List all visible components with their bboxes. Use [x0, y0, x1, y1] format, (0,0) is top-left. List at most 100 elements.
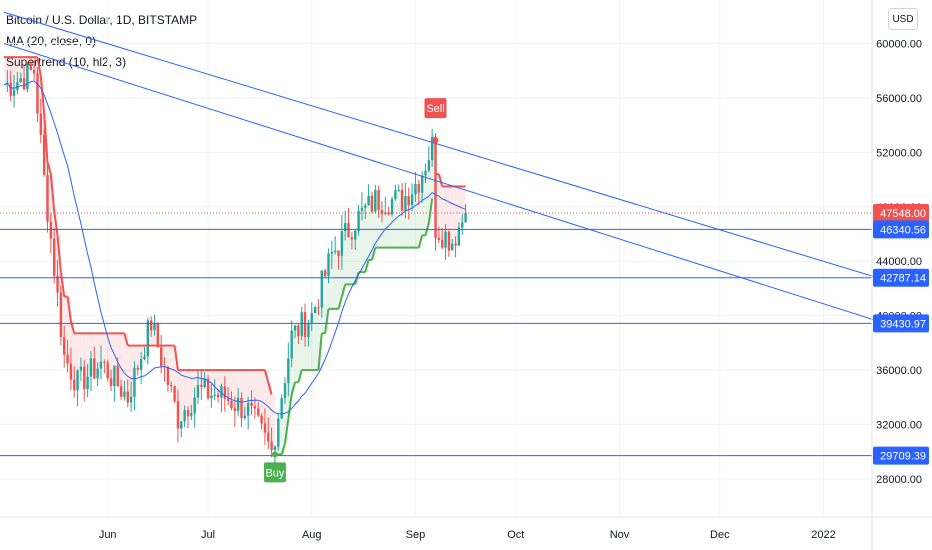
- supertrend-segment: [267, 382, 273, 395]
- supertrend-fill-band: [87, 333, 92, 377]
- candle-body: [233, 408, 237, 411]
- supertrend-fill-band: [127, 345, 132, 403]
- candle-body: [22, 78, 26, 90]
- candle-body: [267, 432, 270, 442]
- supertrend-fill-band: [111, 333, 115, 386]
- supertrend-fill-band: [321, 270, 326, 334]
- supertrend-fill-band: [117, 333, 122, 387]
- candle-body: [414, 184, 417, 195]
- supertrend-fill-band: [181, 370, 185, 422]
- supertrend-fill-band: [331, 251, 336, 309]
- candle-body: [260, 415, 263, 424]
- supertrend-fill-band: [348, 237, 352, 285]
- supertrend-fill-band: [161, 345, 165, 367]
- currency-button[interactable]: USD: [888, 8, 918, 30]
- supertrend-segment: [417, 235, 424, 248]
- candle-body: [183, 410, 186, 422]
- supertrend-fill-band: [50, 174, 55, 239]
- supertrend-fill-band: [361, 207, 366, 273]
- candle-body: [246, 402, 250, 416]
- candle-body: [313, 307, 317, 314]
- candle-body: [170, 384, 173, 387]
- candle-body: [193, 397, 196, 414]
- supertrend-fill-band: [335, 250, 339, 309]
- supertrend-fill-band: [97, 333, 102, 369]
- candle-body: [250, 402, 253, 406]
- candle-body: [257, 408, 260, 416]
- sell-signal: Sell: [424, 98, 447, 144]
- supertrend-fill-band: [422, 175, 426, 236]
- candle-body: [230, 401, 233, 409]
- supertrend-fill-band: [428, 160, 433, 224]
- supertrend-segment: [427, 198, 434, 224]
- candle-body: [424, 170, 427, 176]
- supertrend-fill-band: [388, 214, 393, 248]
- supertrend-fill-band: [392, 198, 396, 248]
- candle-body: [46, 174, 49, 222]
- supertrend-fill-band: [80, 333, 85, 367]
- supertrend-fill-band: [124, 333, 128, 392]
- supertrend-fill-band: [274, 446, 279, 455]
- candle-body: [333, 250, 337, 252]
- candle-body: [176, 401, 180, 429]
- candle-body: [29, 63, 32, 71]
- candle-body: [236, 397, 240, 411]
- candle-body: [340, 231, 344, 256]
- supertrend-fill-band: [298, 336, 302, 383]
- x-tick-label: Sep: [406, 529, 426, 541]
- candle-body: [49, 221, 53, 239]
- candle-body: [42, 134, 46, 175]
- candle-body: [323, 270, 327, 277]
- supertrend-fill-band: [134, 345, 138, 368]
- supertrend-fill-band: [64, 296, 68, 355]
- supertrend-fill-band: [305, 337, 309, 371]
- supertrend-fill-band: [174, 345, 178, 402]
- price-tag-box: [873, 446, 929, 465]
- supertrend-fill-band: [114, 333, 118, 366]
- candle-body: [384, 212, 387, 214]
- candle-body: [166, 366, 170, 385]
- buy-signal: Buy: [263, 451, 286, 483]
- candle-body: [380, 209, 384, 214]
- signal-label: Buy: [265, 467, 284, 479]
- supertrend-fill-band: [34, 57, 38, 74]
- x-tick-label: Jul: [201, 529, 215, 541]
- supertrend-fill-band: [211, 370, 215, 396]
- supertrend-fill-band: [308, 323, 312, 371]
- candle-body: [79, 366, 83, 371]
- x-tick-label: 2022: [811, 529, 835, 541]
- x-tick-label: Jun: [99, 529, 117, 541]
- supertrend-fill-band: [351, 239, 356, 285]
- candle-body: [129, 396, 133, 403]
- price-tag-label: 42787.14: [880, 273, 926, 285]
- candle-body: [173, 386, 176, 402]
- supertrend-segment: [437, 173, 444, 187]
- candle-body: [216, 394, 220, 398]
- last-price-tag: 47548.00: [873, 203, 929, 222]
- candle-body: [133, 367, 136, 397]
- supertrend-fill-band: [264, 370, 269, 433]
- supertrend-fill-band: [60, 272, 65, 338]
- supertrend-fill-band: [74, 333, 78, 391]
- x-axis: Jun Jul Aug Sep Oct Nov Dec 2022: [99, 529, 836, 541]
- y-tick-label: 44000.00: [876, 256, 922, 268]
- candle-body: [347, 223, 350, 238]
- x-tick-label: Dec: [710, 529, 730, 541]
- price-tag-label: 47548.00: [880, 208, 926, 220]
- supertrend-fill-band: [224, 370, 229, 399]
- supertrend-fill-band: [341, 231, 346, 297]
- candle-body: [397, 189, 400, 191]
- supertrend-fill-band: [94, 333, 98, 379]
- supertrend-segment: [290, 382, 296, 395]
- candle-body: [146, 320, 150, 357]
- supertrend-fill-band: [345, 223, 349, 285]
- supertrend-fill-band: [258, 370, 262, 416]
- y-tick-label: 36000.00: [876, 365, 922, 377]
- candle-body: [139, 359, 143, 370]
- supertrend-fill-band: [17, 57, 21, 83]
- candle-body: [343, 223, 347, 232]
- legend-ma: MA (20, close, 0): [6, 34, 97, 48]
- candle-body: [190, 413, 193, 417]
- supertrend-fill-band: [325, 276, 329, 334]
